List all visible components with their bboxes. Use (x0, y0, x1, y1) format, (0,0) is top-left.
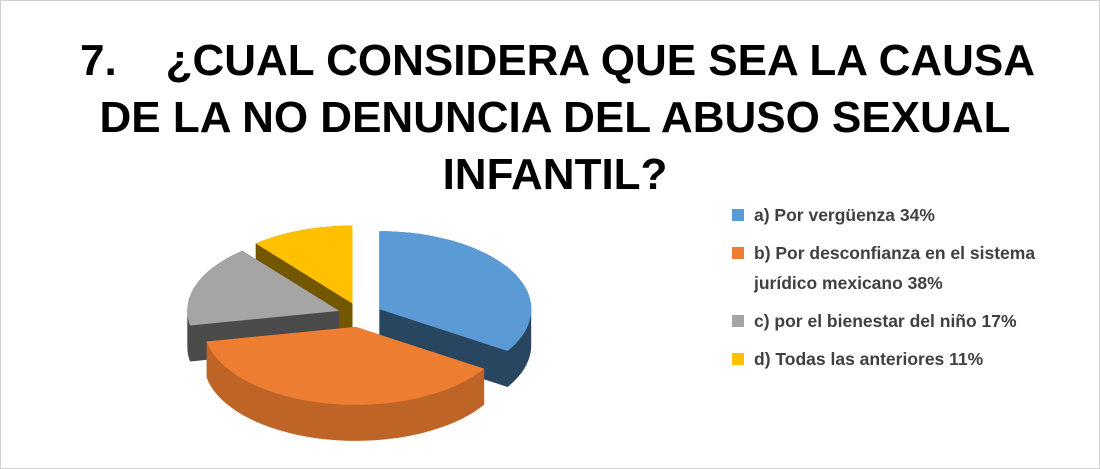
slice (379, 231, 532, 351)
legend-entry: a) Por vergüenza 34% (730, 200, 1090, 230)
legend-entry: b) Por desconfianza en el sistema jurídi… (730, 238, 1074, 298)
title-line: INFANTIL? (442, 150, 668, 199)
legend-label: d) Todas las anteriores 11% (754, 349, 984, 369)
legend-swatch (732, 209, 744, 221)
legend-entry: d) Todas las anteriores 11% (730, 344, 1090, 374)
chart-title: 7. ¿CUAL CONSIDERA QUE SEA LA CAUSA DE LA… (80, 32, 1036, 203)
legend-label: b) Por desconfianza en el sistema jurídi… (754, 243, 1036, 293)
slice (187, 250, 340, 326)
slice (255, 225, 353, 304)
legend-swatch (732, 247, 744, 259)
legend-swatch (732, 315, 744, 327)
title-line: 7. ¿CUAL CONSIDERA QUE SEA LA CAUSA (80, 36, 1036, 85)
legend-entry: c) por el bienestar del niño 17% (730, 306, 1054, 336)
legend: a) Por vergüenza 34% b) Por desconfianza … (730, 200, 1090, 382)
legend-label: c) por el bienestar del niño 17% (754, 311, 1017, 331)
legend-label: a) Por vergüenza 34% (754, 205, 935, 225)
slice (206, 326, 485, 405)
legend-swatch (732, 353, 744, 365)
title-line: DE LA NO DENUNCIA DEL ABUSO SEXUAL (99, 93, 1011, 142)
